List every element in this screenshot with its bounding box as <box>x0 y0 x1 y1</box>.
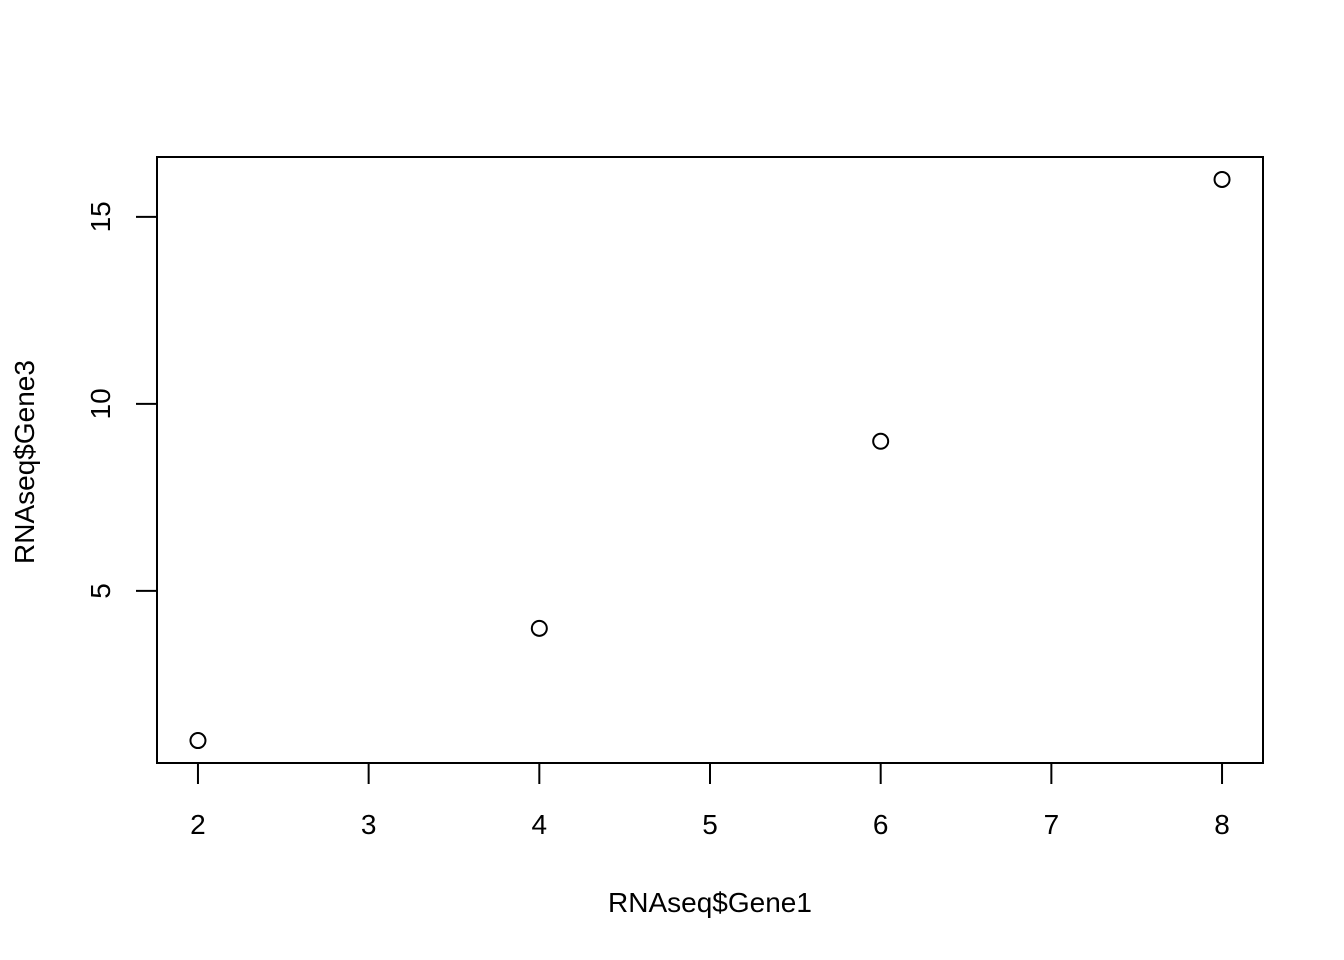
plot-frame <box>156 156 1264 764</box>
y-tick-label: 5 <box>85 583 116 599</box>
data-point <box>189 732 207 750</box>
x-tick-label: 4 <box>532 809 548 840</box>
y-tick-label: 10 <box>85 388 116 419</box>
y-axis: 5 10 15 <box>85 201 158 599</box>
data-point <box>872 432 890 450</box>
y-tick-label: 15 <box>85 201 116 232</box>
x-tick-label: 8 <box>1214 809 1230 840</box>
data-point <box>1213 170 1231 188</box>
x-tick-label: 6 <box>873 809 889 840</box>
data-points <box>189 170 1231 750</box>
x-tick-label: 7 <box>1044 809 1060 840</box>
data-point <box>530 619 548 637</box>
x-tick-label: 5 <box>702 809 718 840</box>
x-tick-label: 2 <box>190 809 206 840</box>
x-tick-label: 3 <box>361 809 377 840</box>
x-axis-label: RNAseq$Gene1 <box>608 887 812 918</box>
x-axis: 2 3 4 5 6 7 8 <box>190 762 1230 840</box>
y-axis-label: RNAseq$Gene3 <box>9 360 40 564</box>
